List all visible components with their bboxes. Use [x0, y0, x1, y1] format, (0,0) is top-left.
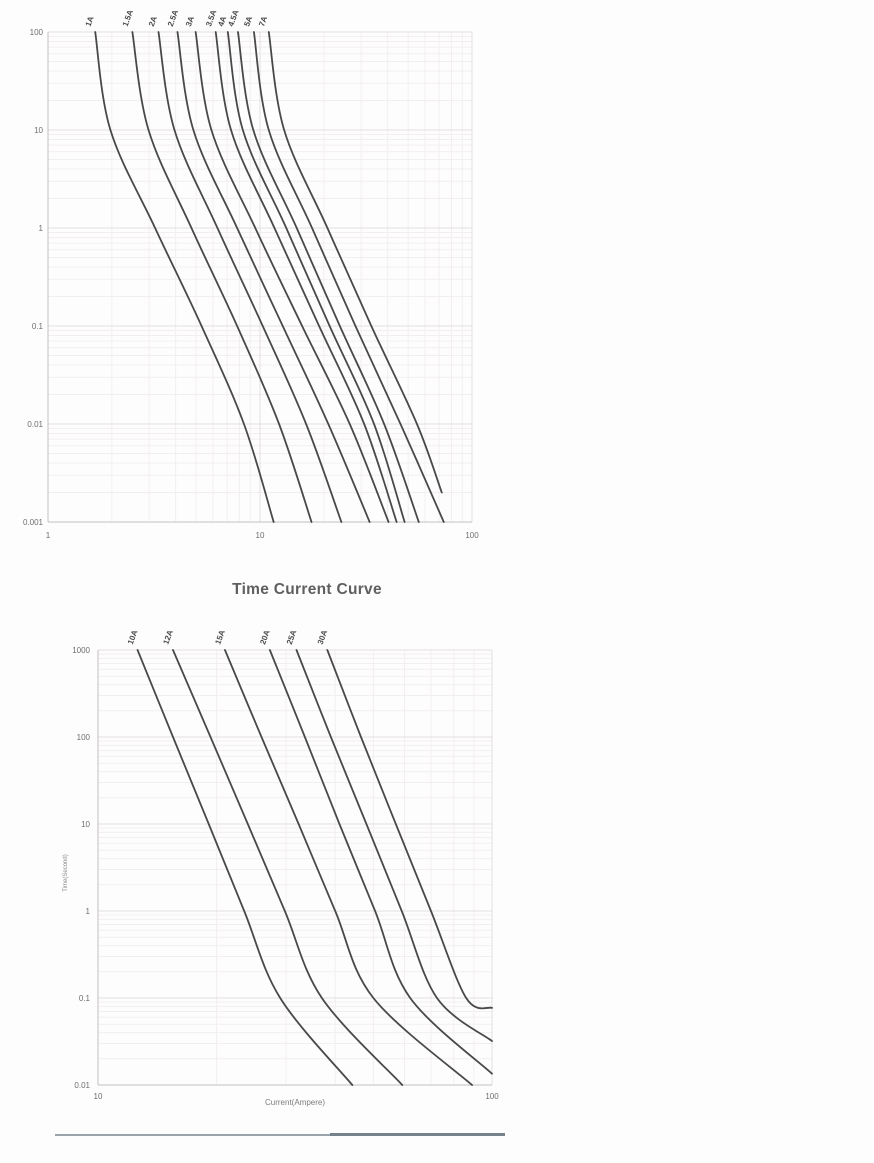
x-tick-label: 10 [256, 531, 265, 540]
y-tick-label: 1 [39, 224, 44, 233]
curve-label-30a: 30A [316, 629, 330, 646]
curve-1-5a [131, 31, 313, 523]
cropped-table-border-dark [330, 1133, 505, 1136]
curve-30a [326, 649, 493, 1010]
y-tick-label: 100 [77, 733, 91, 742]
curve-label-1-5a: 1.5A [121, 9, 135, 28]
curve-3-5a [214, 31, 398, 523]
y-tick-label: 100 [30, 28, 44, 37]
curve-label-25a: 25A [285, 629, 299, 646]
y-tick-label: 0.1 [32, 322, 44, 331]
curve-label-20a: 20A [258, 629, 272, 646]
curve-10a [136, 649, 354, 1086]
y-tick-label: 10 [34, 126, 43, 135]
curve-label-5a: 5A [242, 15, 254, 28]
y-tick-label: 0.01 [74, 1081, 90, 1090]
curve-7a [267, 31, 443, 494]
curve-2-5a [176, 31, 371, 523]
curve-label-2a: 2A [147, 15, 159, 28]
curve-label-2-5a: 2.5A [166, 9, 180, 28]
curve-label-12a: 12A [161, 629, 175, 646]
curve-label-15a: 15A [213, 629, 227, 646]
x-axis-title: Current(Ampere) [264, 1098, 325, 1107]
curve-label-3a: 3A [184, 15, 196, 28]
y-tick-label: 1000 [72, 646, 90, 655]
y-tick-label: 10 [81, 820, 90, 829]
curve-label-1a: 1A [84, 15, 96, 28]
x-tick-label: 100 [485, 1092, 499, 1101]
x-tick-label: 100 [465, 531, 479, 540]
bottom-chart-title: Time Current Curve [232, 581, 382, 598]
curve-20a [268, 649, 493, 1075]
curve-3a [194, 31, 390, 523]
curve-25a [295, 649, 493, 1042]
y-tick-label: 0.001 [23, 518, 44, 527]
y-tick-label: 0.1 [79, 994, 91, 1003]
curve-12a [172, 649, 404, 1086]
y-axis-title: Time(Second) [63, 854, 69, 892]
curve-5a [253, 31, 445, 523]
curve-1a [94, 31, 275, 523]
y-tick-label: 0.01 [27, 420, 43, 429]
curve-2a [157, 31, 343, 523]
curve-label-7a: 7A [257, 15, 269, 28]
x-tick-label: 1 [46, 531, 51, 540]
y-tick-label: 1 [86, 907, 91, 916]
curve-4-5a [237, 31, 420, 523]
cropped-table-border [55, 1134, 505, 1136]
x-tick-label: 10 [94, 1092, 103, 1101]
curve-15a [224, 649, 473, 1086]
curve-label-4-5a: 4.5A [226, 9, 240, 28]
curve-label-4a: 4A [216, 15, 228, 28]
curve-label-10a: 10A [126, 629, 140, 646]
curve-4a [226, 31, 406, 523]
